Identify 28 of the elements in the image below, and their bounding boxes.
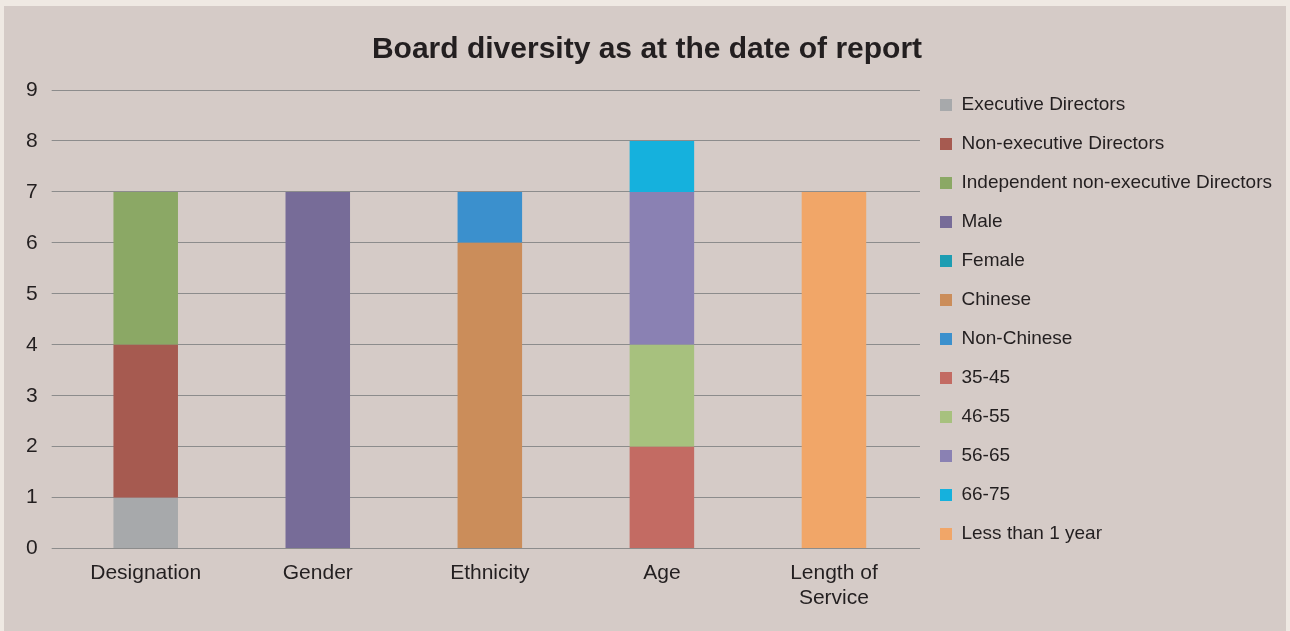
- x-tick-label: Designation: [90, 560, 202, 583]
- legend-label: 66-75: [961, 483, 1011, 505]
- y-tick-label: 1: [25, 484, 38, 508]
- y-tick-label: 0: [25, 535, 38, 559]
- legend-label: Executive Directors: [961, 93, 1126, 115]
- legend-label: Female: [961, 249, 1025, 271]
- legend-label: 35-45: [961, 366, 1011, 388]
- legend-label: Non-executive Directors: [961, 132, 1165, 154]
- y-tick-label: 5: [25, 280, 38, 304]
- y-tick-label: 4: [25, 331, 38, 355]
- y-tick-label: 6: [25, 229, 38, 253]
- x-tick-label: Length of Service: [790, 560, 878, 609]
- x-tick-label: Age: [643, 560, 681, 583]
- legend-label: Non-Chinese: [961, 327, 1073, 349]
- x-tick-label: Ethnicity: [450, 560, 531, 583]
- legend-label: Independent non-executive Directors: [961, 171, 1273, 193]
- y-tick-label: 7: [25, 178, 38, 202]
- chart-title: Board diversity as at the date of report: [371, 31, 923, 65]
- legend-label: Chinese: [961, 288, 1032, 310]
- legend-label: Less than 1 year: [961, 522, 1103, 544]
- legend-label: 46-55: [961, 405, 1011, 427]
- x-tick-label: Gender: [282, 560, 353, 583]
- legend-label: 56-65: [961, 444, 1011, 466]
- y-tick-label: 9: [25, 76, 38, 100]
- legend-label: Male: [961, 210, 1003, 232]
- y-tick-label: 3: [25, 382, 38, 406]
- y-tick-label: 8: [25, 127, 38, 151]
- y-tick-label: 2: [25, 433, 38, 457]
